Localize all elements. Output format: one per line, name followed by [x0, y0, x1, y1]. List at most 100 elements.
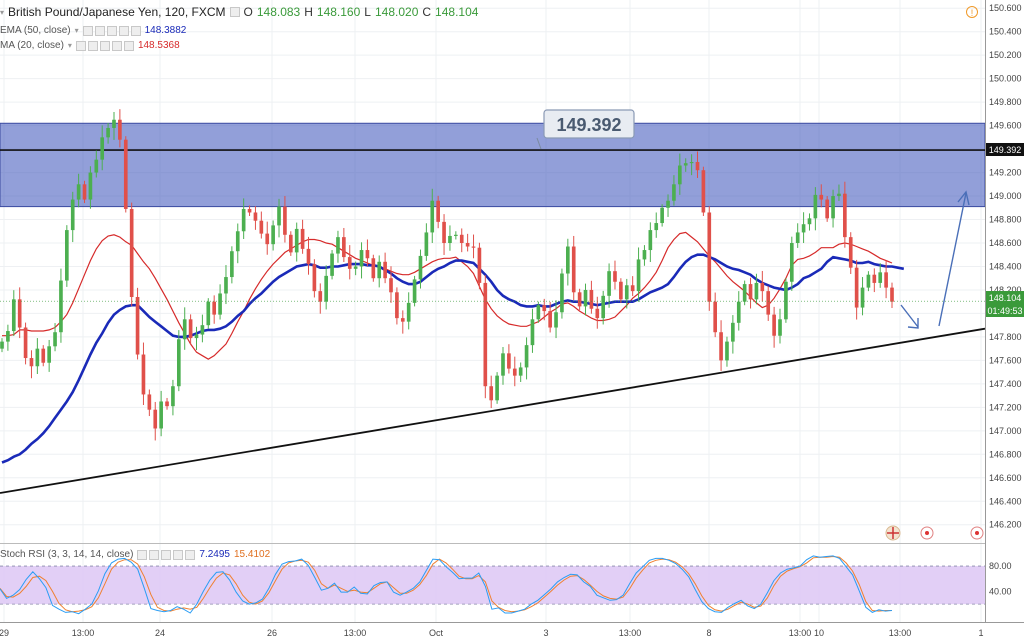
candle-body [23, 327, 28, 359]
candle-body [760, 282, 765, 292]
candle-body [306, 248, 311, 265]
candle-body [566, 246, 570, 274]
candle-body [560, 273, 564, 313]
time-tick-label: 13:00 [72, 628, 95, 637]
candle-body [88, 172, 93, 200]
ma-label[interactable]: MA (20, close) [0, 40, 64, 51]
stoch-rsi-d-value: 15.4102 [234, 549, 271, 560]
time-tick-label: 13:00 [889, 628, 912, 637]
time-axis[interactable]: 29 13:00 24 26 13:00 Oct 3 13:00 8 13:00 10 13:00 1 [0, 628, 984, 637]
stoch-rsi-legend: Stoch RSI (3, 3, 14, 14, close) 7.2495 1… [0, 549, 270, 560]
candle-body [135, 297, 140, 355]
candle-body [660, 207, 664, 224]
info-icon[interactable]: ! [966, 6, 978, 18]
candle-body [165, 401, 169, 407]
candle-body [436, 200, 440, 222]
candle-body [459, 234, 464, 243]
time-tick-label: 24 [155, 628, 165, 637]
candle-body [613, 271, 617, 282]
candle-body [312, 264, 317, 292]
time-tick-label: 8 [706, 628, 711, 637]
candle-body [218, 293, 222, 315]
candle-body [789, 243, 794, 282]
candle-body [772, 314, 776, 336]
candle-body [336, 237, 340, 254]
candle-body [6, 331, 10, 342]
candle-body [412, 279, 417, 303]
candle-body [524, 345, 529, 368]
candle-body [294, 228, 299, 253]
ema-dropdown-icon[interactable]: ▾ [74, 26, 79, 35]
candle-body [825, 199, 829, 219]
candle-body [253, 212, 258, 221]
ma-dropdown-icon[interactable]: ▾ [67, 41, 72, 50]
ema-label[interactable]: EMA (50, close) [0, 25, 71, 36]
stoch-rsi-axis[interactable]: 80.00 40.00 [989, 561, 1012, 596]
candle-body [82, 184, 87, 200]
candle-body [689, 162, 694, 164]
candle-body [837, 193, 841, 197]
candle-body [94, 159, 99, 173]
price-tick-label: 149.800 [989, 97, 1022, 107]
candle-body [518, 367, 523, 376]
price-tick-label: 147.200 [989, 402, 1022, 412]
ma-value: 148.5368 [137, 40, 180, 51]
candle-body [554, 312, 558, 328]
up-arrow [938, 192, 967, 327]
time-tick-label: 10 [814, 628, 824, 637]
candle-body [318, 291, 323, 302]
arrows [900, 190, 970, 329]
price-tick-label: 148.200 [989, 285, 1022, 295]
stoch-rsi-buttons[interactable] [137, 549, 196, 560]
candle-body [483, 282, 488, 387]
candle-body [819, 194, 824, 200]
symbol-title[interactable]: British Pound/Japanese Yen, 120, FXCM [8, 5, 226, 19]
candle-body [748, 284, 753, 300]
candle-body [736, 301, 741, 323]
stoch-rsi-label[interactable]: Stoch RSI (3, 3, 14, 14, close) [0, 549, 134, 560]
candle-body [353, 266, 358, 269]
price-axis[interactable]: 150.600 150.400 150.200 150.000 149.800 149.6… [989, 3, 1022, 530]
candle-body [35, 348, 40, 367]
candle-body [106, 127, 110, 138]
candle-body [283, 206, 287, 235]
candle-body [406, 302, 411, 322]
price-tick-label: 150.400 [989, 27, 1022, 37]
candle-body [176, 339, 181, 387]
candle-body [577, 292, 582, 307]
price-tick-label: 148.400 [989, 261, 1022, 271]
candle-body [0, 341, 4, 349]
current-price-label: 148.104 [989, 293, 1022, 303]
candle-body [271, 225, 275, 245]
candle-body [536, 305, 541, 320]
candle-body [707, 212, 712, 302]
candle-body [731, 322, 735, 342]
price-tick-label: 150.200 [989, 50, 1022, 60]
support-trendline [0, 327, 986, 494]
ema-buttons[interactable] [82, 25, 141, 36]
price-tick-label: 148.600 [989, 238, 1022, 248]
candle-body [677, 165, 682, 185]
resistance-price-label: 149.392 [989, 145, 1022, 155]
ma-buttons[interactable] [75, 40, 134, 51]
candle-body [795, 232, 800, 243]
candle-body [878, 272, 883, 283]
candle-body [512, 368, 517, 376]
price-tick-label: 146.600 [989, 473, 1022, 483]
candle-body [571, 246, 576, 293]
candle-body [601, 295, 606, 319]
up-arrow-head [957, 190, 970, 206]
candle-body [371, 258, 376, 279]
candle-body [530, 319, 535, 346]
collapse-arrow-icon[interactable]: ▾ [0, 7, 5, 17]
candle-body [589, 289, 594, 309]
candle-body [801, 224, 806, 233]
price-tick-label: 147.400 [989, 379, 1022, 389]
candle-body [507, 353, 511, 369]
candle-body [377, 261, 382, 279]
candle-body [442, 221, 446, 243]
event-icons[interactable] [885, 525, 984, 541]
candle-body [465, 243, 470, 247]
legend-buttons[interactable] [229, 7, 240, 17]
